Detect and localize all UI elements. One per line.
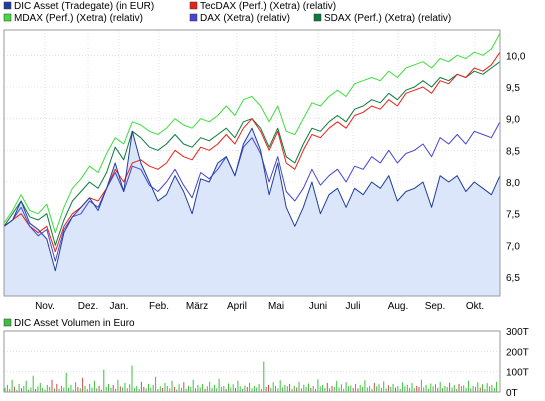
legend-swatch [3, 1, 12, 10]
volume-tick-label: 100T [506, 368, 529, 379]
x-tick-label: Mai [268, 301, 284, 312]
plot-border [3, 29, 501, 297]
y-tick-label: 7,5 [506, 210, 520, 221]
series-line-0 [3, 127, 501, 272]
x-tick-label: Nov. [35, 301, 55, 312]
legend-label: TecDAX (Perf.) (Xetra) (relativ) [200, 1, 336, 12]
series-area-0 [4, 128, 500, 296]
legend-swatch [189, 13, 198, 22]
x-tick-label: Sep. [425, 301, 446, 312]
legend-label: DIC Asset (Tradegate) (in EUR) [14, 1, 154, 12]
legend-label: DAX (Xetra) (relativ) [200, 13, 290, 24]
volume-tick-label: 0T [506, 388, 518, 399]
legend-swatch [313, 13, 322, 22]
volume-legend-label: DIC Asset Volumen in Euro [14, 318, 135, 329]
volume-area [3, 330, 501, 393]
x-tick-label: Jan. [110, 301, 129, 312]
x-tick-label: Juni [309, 301, 327, 312]
x-tick-label: März [186, 301, 208, 312]
legend-label: MDAX (Perf.) (Xetra) (relativ) [14, 13, 143, 24]
y-tick-label: 7,0 [506, 241, 520, 252]
x-tick-label: Dez. [78, 301, 99, 312]
y-tick-label: 9,0 [506, 115, 520, 126]
y-tick-label: 8,5 [506, 146, 520, 157]
volume-legend-swatch [3, 318, 12, 327]
y-tick-label: 9,5 [506, 83, 520, 94]
x-tick-label: Aug. [388, 301, 409, 312]
y-tick-label: 10,0 [506, 51, 526, 62]
series-line-1 [3, 121, 501, 262]
y-tick-label: 6,5 [506, 273, 520, 284]
legend-swatch [189, 1, 198, 10]
volume-tick-label: 200T [506, 347, 529, 358]
x-tick-label: Okt. [466, 301, 484, 312]
y-tick-label: 8,0 [506, 178, 520, 189]
x-tick-label: Feb. [149, 301, 169, 312]
x-tick-label: Juli [345, 301, 360, 312]
legend-swatch [3, 13, 12, 22]
volume-tick-label: 300T [506, 327, 529, 338]
legend-label: SDAX (Perf.) (Xetra) (relativ) [324, 13, 451, 24]
x-tick-label: April [227, 301, 247, 312]
volume-border [3, 330, 501, 393]
series-line-4 [3, 32, 501, 234]
